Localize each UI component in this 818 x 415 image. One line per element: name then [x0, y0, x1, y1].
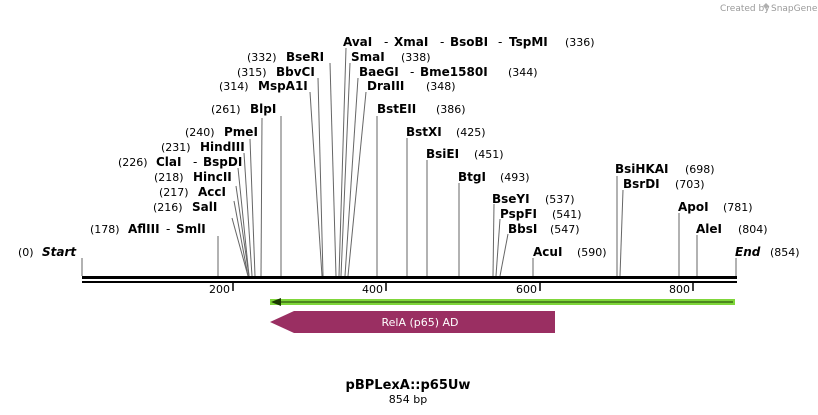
bottom-strand	[82, 281, 737, 283]
site-position: (547)	[550, 223, 580, 236]
site-apoI[interactable]: ApoI	[678, 200, 709, 214]
tick-label-800: 800	[669, 283, 690, 296]
site-position: (231)	[161, 141, 191, 154]
site-bsoBI[interactable]: BsoBI	[450, 35, 488, 49]
site-position: (451)	[474, 148, 504, 161]
site-position: (590)	[577, 246, 607, 259]
site-position: (348)	[426, 80, 456, 93]
site-smaI[interactable]: SmaI	[351, 50, 385, 64]
site-position: (315)	[237, 66, 267, 79]
site-accI[interactable]: AccI	[198, 185, 226, 199]
site-position: (386)	[436, 103, 466, 116]
site-bstXI[interactable]: BstXI	[406, 125, 442, 139]
site-baeGI[interactable]: BaeGI	[359, 65, 399, 79]
tick-label-200: 200	[209, 283, 230, 296]
site-xmaI[interactable]: XmaI	[394, 35, 428, 49]
site-position: (314)	[219, 80, 249, 93]
site-position: (537)	[545, 193, 575, 206]
map-title: pBPLexA::p65Uw	[346, 378, 471, 393]
site-separator: -	[498, 35, 502, 49]
credit-brand: SnapGene	[771, 4, 818, 14]
site-position: (344)	[508, 66, 538, 79]
site-pspFI[interactable]: PspFI	[500, 207, 537, 221]
site-position: (804)	[738, 223, 768, 236]
site-bbsI[interactable]: BbsI	[508, 222, 537, 236]
site-position: (178)	[90, 223, 120, 236]
extent-arrow-icon	[271, 298, 281, 306]
site-bseRI[interactable]: BseRI	[286, 50, 324, 64]
site-position: (226)	[118, 156, 148, 169]
leader-lines	[81, 47, 737, 277]
restriction-sites: (178) AflIII - SmlI (216) SalI (217) Acc…	[90, 35, 768, 259]
end-label: End	[735, 245, 761, 259]
site-bsrDI[interactable]: BsrDI	[623, 177, 660, 191]
feature-extent-line	[270, 298, 735, 306]
credit-prefix: Created by	[720, 4, 770, 14]
site-position: (218)	[154, 171, 184, 184]
site-position: (781)	[723, 201, 753, 214]
site-separator: -	[440, 35, 444, 49]
site-separator: -	[410, 65, 414, 79]
snapgene-logo-icon	[763, 3, 769, 9]
site-position: (541)	[552, 208, 582, 221]
site-position: (240)	[185, 126, 215, 139]
site-bseYI[interactable]: BseYI	[492, 192, 530, 206]
site-position: (703)	[675, 178, 705, 191]
site-aflIII[interactable]: AflIII	[128, 222, 160, 236]
site-pmeI[interactable]: PmeI	[224, 125, 258, 139]
site-position: (332)	[247, 51, 277, 64]
site-btgI[interactable]: BtgI	[458, 170, 486, 184]
site-claI[interactable]: ClaI	[156, 155, 181, 169]
site-hindIII[interactable]: HindIII	[200, 140, 245, 154]
site-draIII[interactable]: DraIII	[367, 79, 404, 93]
start-position: (0)	[18, 246, 34, 259]
top-strand	[82, 276, 737, 279]
site-bstEII[interactable]: BstEII	[377, 102, 416, 116]
feature-label: RelA (p65) AD	[381, 316, 458, 329]
tick-label-400: 400	[362, 283, 383, 296]
site-position: (493)	[500, 171, 530, 184]
site-separator: -	[193, 155, 197, 169]
site-position: (217)	[159, 186, 189, 199]
site-tspMI[interactable]: TspMI	[509, 35, 548, 49]
site-mspA1I[interactable]: MspA1I	[258, 79, 308, 93]
site-position: (261)	[211, 103, 241, 116]
site-separator: -	[384, 35, 388, 49]
tick-label-600: 600	[516, 283, 537, 296]
site-position: (338)	[401, 51, 431, 64]
site-separator: -	[166, 222, 170, 236]
site-bbvCI[interactable]: BbvCI	[276, 65, 315, 79]
feature-rela-p65-ad[interactable]: RelA (p65) AD	[270, 311, 555, 333]
sequence-ruler: 200 400 600 800	[82, 276, 737, 296]
site-smlI[interactable]: SmlI	[176, 222, 206, 236]
site-position: (336)	[565, 36, 595, 49]
site-position: (425)	[456, 126, 486, 139]
start-label: Start	[42, 245, 77, 259]
end-position: (854)	[770, 246, 800, 259]
site-bsiHKAI[interactable]: BsiHKAI	[615, 162, 669, 176]
site-acuI[interactable]: AcuI	[533, 245, 562, 259]
site-bsiEI[interactable]: BsiEI	[426, 147, 459, 161]
site-hincII[interactable]: HincII	[193, 170, 232, 184]
site-position: (216)	[153, 201, 183, 214]
feature-arrow[interactable]	[270, 311, 555, 333]
site-avaI[interactable]: AvaI	[343, 35, 372, 49]
site-position: (698)	[685, 163, 715, 176]
site-blpI[interactable]: BlpI	[250, 102, 276, 116]
site-aleI[interactable]: AleI	[696, 222, 722, 236]
site-bspDI[interactable]: BspDI	[203, 155, 242, 169]
map-length: 854 bp	[389, 393, 427, 406]
site-bme1580I[interactable]: Bme1580I	[420, 65, 488, 79]
site-salI[interactable]: SalI	[192, 200, 217, 214]
